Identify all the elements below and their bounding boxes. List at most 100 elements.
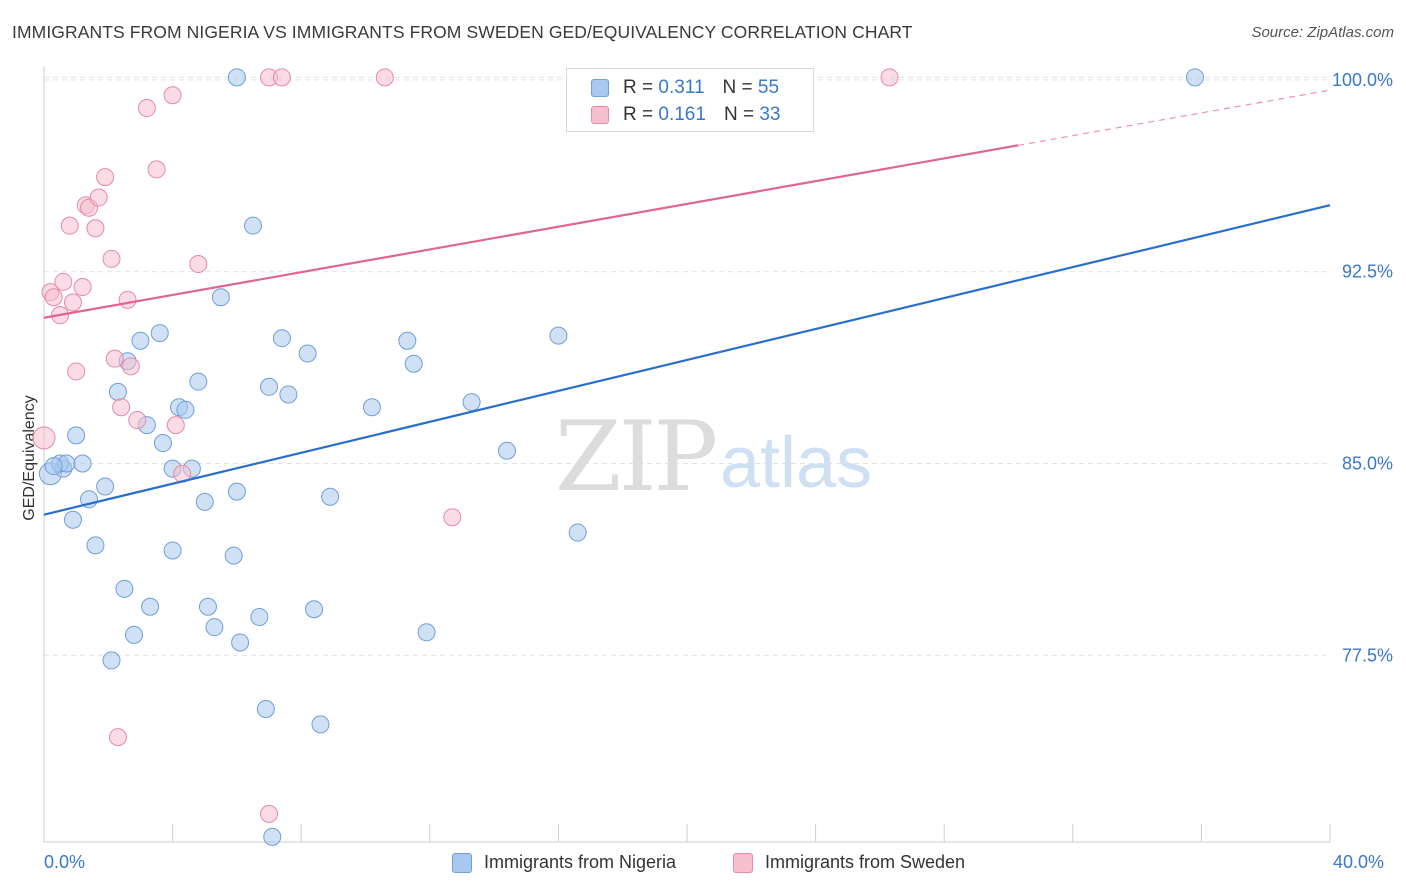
- nigeria-point: [260, 377, 279, 396]
- legend-item-sweden[interactable]: Immigrants from Sweden: [733, 852, 965, 873]
- nigeria-point: [231, 633, 250, 652]
- x-tick-label-max: 40.0%: [1333, 852, 1385, 872]
- sweden-point: [137, 99, 156, 118]
- x-tick-label-min: 0.0%: [44, 852, 86, 872]
- nigeria-point: [224, 546, 243, 565]
- nigeria-point: [96, 477, 115, 496]
- nigeria-point: [311, 715, 330, 734]
- sweden-point: [108, 728, 127, 747]
- nigeria-point: [125, 625, 144, 644]
- nigeria-point: [67, 426, 86, 445]
- legend-nigeria-label: Immigrants from Nigeria: [484, 852, 677, 872]
- sweden-point: [63, 293, 82, 312]
- sweden-point: [121, 357, 140, 376]
- nigeria-point: [131, 331, 150, 350]
- nigeria-r-value: 0.311: [658, 77, 705, 98]
- nigeria-r-label: R =: [623, 77, 654, 98]
- nigeria-point: [176, 400, 195, 419]
- nigeria-point: [195, 492, 214, 511]
- nigeria-point: [73, 454, 92, 473]
- nigeria-point: [398, 331, 417, 350]
- nigeria-point: [153, 434, 172, 453]
- legend-row-nigeria: R = 0.311 N = 55: [591, 77, 779, 99]
- nigeria-point: [462, 393, 481, 412]
- sweden-n-label: N =: [723, 104, 755, 125]
- sweden-point: [32, 426, 56, 450]
- nigeria-n-label: N =: [722, 77, 753, 98]
- nigeria-point: [198, 597, 217, 616]
- nigeria-point: [108, 382, 127, 401]
- correlation-legend: R = 0.311 N = 55 R = 0.161 N = 33: [566, 68, 814, 132]
- sweden-point: [96, 168, 115, 187]
- nigeria-point: [86, 536, 105, 555]
- sweden-point: [128, 411, 147, 430]
- nigeria-point: [362, 398, 381, 417]
- nigeria-point: [150, 324, 169, 343]
- nigeria-point: [549, 326, 568, 345]
- nigeria-point: [44, 457, 63, 476]
- y-tick-label: 77.5%: [1342, 645, 1393, 665]
- sweden-point: [880, 68, 899, 87]
- legend-nigeria-swatch: [452, 852, 472, 873]
- nigeria-point: [189, 372, 208, 391]
- watermark-zip: ZIP: [555, 401, 716, 513]
- nigeria-point: [417, 623, 436, 642]
- y-tick-label: 100.0%: [1332, 70, 1393, 90]
- chart-title: IMMIGRANTS FROM NIGERIA VS IMMIGRANTS FR…: [12, 22, 913, 42]
- nigeria-point: [163, 541, 182, 560]
- nigeria-point: [497, 441, 516, 460]
- y-tick-label: 92.5%: [1342, 262, 1393, 282]
- nigeria-point: [568, 523, 587, 542]
- sweden-point: [105, 349, 124, 368]
- nigeria-point: [205, 618, 224, 637]
- nigeria-swatch: [591, 79, 609, 97]
- sweden-point: [260, 804, 279, 823]
- grid-layer: [44, 76, 1330, 656]
- watermark-atlas: atlas: [720, 423, 872, 503]
- sweden-trend-line: [43, 144, 1019, 319]
- nigeria-n-value: 55: [757, 77, 780, 98]
- sweden-point: [89, 188, 108, 207]
- axis-layer: [43, 66, 1331, 843]
- legend-item-nigeria[interactable]: Immigrants from Nigeria: [452, 852, 676, 873]
- sweden-point: [60, 216, 79, 235]
- nigeria-point: [227, 68, 246, 87]
- sweden-point: [112, 398, 131, 417]
- sweden-point: [375, 68, 394, 87]
- nigeria-point: [256, 700, 275, 719]
- sweden-point: [44, 288, 63, 307]
- sweden-trend-extension: [1018, 89, 1331, 146]
- legend-row-sweden: R = 0.161 N = 33: [591, 104, 780, 126]
- y-tick-labels: 77.5% 85.0% 92.5% 100.0%: [1332, 70, 1393, 665]
- watermark: ZIP atlas: [555, 401, 872, 513]
- nigeria-point: [227, 482, 246, 501]
- nigeria-point: [250, 607, 269, 626]
- nigeria-point: [63, 510, 82, 529]
- sweden-point: [54, 272, 73, 291]
- sweden-point: [67, 362, 86, 381]
- sweden-r-label: R =: [623, 104, 654, 125]
- sweden-point: [86, 219, 105, 238]
- sweden-r-value: 0.161: [658, 104, 706, 125]
- legend-sweden-swatch: [733, 852, 753, 873]
- chart-source: Source: ZipAtlas.com: [1251, 24, 1394, 41]
- nigeria-point: [102, 651, 121, 670]
- sweden-point: [118, 290, 137, 309]
- nigeria-point: [211, 288, 230, 307]
- nigeria-point: [243, 216, 262, 235]
- nigeria-point: [305, 600, 324, 619]
- sweden-point: [147, 160, 166, 179]
- sweden-n-value: 33: [759, 104, 781, 125]
- legend-sweden-label: Immigrants from Sweden: [765, 852, 966, 872]
- sweden-point: [166, 416, 185, 435]
- sweden-swatch: [591, 106, 609, 124]
- sweden-point: [272, 68, 291, 87]
- nigeria-trend-line: [43, 204, 1331, 516]
- nigeria-point: [404, 354, 423, 373]
- nigeria-point: [115, 579, 134, 598]
- sweden-point: [102, 249, 121, 268]
- points-layer: [32, 68, 1204, 846]
- nigeria-point: [141, 597, 160, 616]
- sweden-point: [73, 278, 92, 297]
